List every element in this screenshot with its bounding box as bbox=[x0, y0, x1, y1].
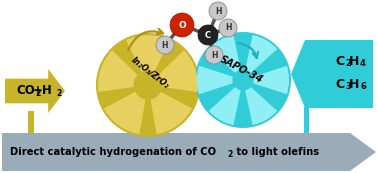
Text: to light olefins: to light olefins bbox=[233, 147, 319, 157]
Wedge shape bbox=[148, 85, 192, 134]
Text: H: H bbox=[211, 51, 217, 60]
Text: Direct catalytic hydrogenation of CO: Direct catalytic hydrogenation of CO bbox=[10, 147, 216, 157]
Text: 2: 2 bbox=[227, 150, 232, 159]
Polygon shape bbox=[2, 133, 376, 171]
Text: O: O bbox=[178, 20, 186, 30]
Text: 2: 2 bbox=[36, 89, 41, 98]
Text: C: C bbox=[335, 55, 345, 68]
Wedge shape bbox=[98, 50, 148, 92]
Text: CO: CO bbox=[16, 84, 35, 97]
Bar bbox=[304, 107, 309, 133]
Circle shape bbox=[156, 36, 174, 54]
Text: SAPO-34: SAPO-34 bbox=[218, 54, 264, 86]
Text: C: C bbox=[205, 30, 211, 39]
Wedge shape bbox=[104, 85, 148, 134]
Circle shape bbox=[219, 19, 237, 37]
Circle shape bbox=[209, 2, 227, 20]
Text: H: H bbox=[349, 55, 359, 68]
Wedge shape bbox=[243, 35, 277, 80]
Wedge shape bbox=[243, 80, 277, 125]
Circle shape bbox=[195, 32, 291, 128]
Text: 2: 2 bbox=[345, 59, 351, 68]
Text: H: H bbox=[349, 78, 359, 91]
Circle shape bbox=[133, 70, 163, 99]
Text: 6: 6 bbox=[360, 82, 366, 91]
Text: In₂O₃/ZrO₂: In₂O₃/ZrO₂ bbox=[130, 56, 172, 90]
Polygon shape bbox=[291, 40, 373, 108]
Wedge shape bbox=[209, 35, 243, 80]
Text: 3: 3 bbox=[345, 82, 351, 91]
Text: 4: 4 bbox=[360, 59, 366, 68]
Wedge shape bbox=[209, 80, 243, 125]
Wedge shape bbox=[126, 35, 170, 85]
Text: H: H bbox=[215, 7, 221, 16]
Circle shape bbox=[232, 69, 254, 90]
Wedge shape bbox=[243, 66, 289, 94]
Text: C: C bbox=[335, 78, 345, 91]
Circle shape bbox=[170, 13, 194, 37]
Text: H: H bbox=[225, 24, 231, 33]
Text: +H: +H bbox=[33, 84, 52, 97]
Wedge shape bbox=[197, 66, 243, 94]
Polygon shape bbox=[5, 69, 65, 113]
Text: 2: 2 bbox=[57, 89, 62, 98]
Circle shape bbox=[205, 46, 223, 64]
Bar bbox=[28, 111, 34, 133]
Text: H: H bbox=[162, 40, 168, 49]
Circle shape bbox=[198, 25, 218, 45]
Circle shape bbox=[96, 33, 200, 137]
Wedge shape bbox=[148, 50, 198, 92]
